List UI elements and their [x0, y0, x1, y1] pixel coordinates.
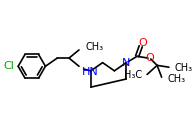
Text: CH₃: CH₃ [174, 63, 192, 73]
Text: HN: HN [82, 67, 98, 77]
Text: H₃C: H₃C [124, 70, 143, 80]
Text: O: O [146, 53, 154, 63]
Text: CH₃: CH₃ [85, 42, 103, 52]
Text: N: N [122, 58, 130, 68]
Text: CH₃: CH₃ [168, 74, 186, 84]
Text: O: O [138, 38, 147, 48]
Text: Cl: Cl [4, 61, 15, 71]
